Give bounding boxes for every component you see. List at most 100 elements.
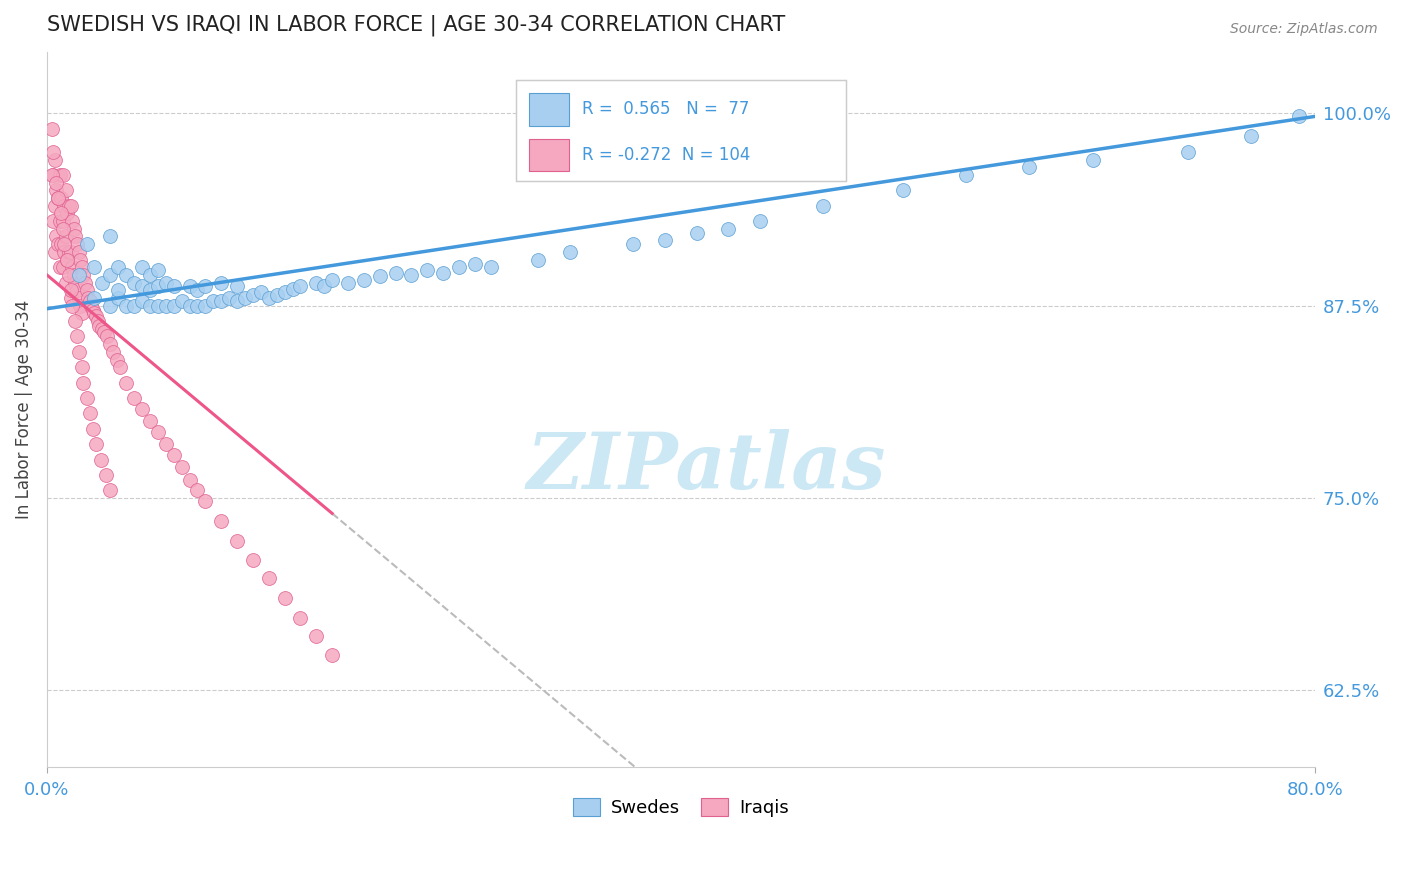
Point xyxy=(654,233,676,247)
Point xyxy=(79,294,101,309)
Point xyxy=(105,352,128,367)
Point xyxy=(209,294,232,309)
Point xyxy=(59,199,82,213)
Point xyxy=(131,294,153,309)
Point xyxy=(84,437,107,451)
Point xyxy=(52,221,75,235)
Point xyxy=(122,391,145,405)
Point xyxy=(368,269,391,284)
Point xyxy=(131,260,153,275)
Point xyxy=(58,268,80,282)
Point xyxy=(55,183,77,197)
Point xyxy=(56,252,79,267)
Point xyxy=(76,391,98,405)
Point xyxy=(41,168,63,182)
Point xyxy=(290,278,312,293)
Point xyxy=(281,282,304,296)
Point xyxy=(77,291,100,305)
Point xyxy=(226,294,249,309)
Point xyxy=(49,206,72,220)
Point xyxy=(179,299,201,313)
Point xyxy=(122,299,145,313)
Point xyxy=(76,237,98,252)
Point xyxy=(305,630,328,644)
Point xyxy=(1018,160,1040,174)
Point xyxy=(72,376,94,390)
Point xyxy=(60,214,83,228)
Point xyxy=(83,260,105,275)
Point xyxy=(163,299,186,313)
Point xyxy=(527,252,550,267)
Point xyxy=(70,306,93,320)
Point xyxy=(266,288,288,302)
Legend: Swedes, Iraqis: Swedes, Iraqis xyxy=(564,789,799,826)
Point xyxy=(66,237,89,252)
Point xyxy=(139,299,162,313)
Point xyxy=(65,229,87,244)
Point xyxy=(1288,110,1310,124)
Point xyxy=(89,318,111,333)
Point xyxy=(891,183,914,197)
Point xyxy=(353,272,375,286)
Point xyxy=(321,648,343,662)
Point xyxy=(42,168,65,182)
Point xyxy=(314,278,336,293)
Point xyxy=(749,214,772,228)
Point xyxy=(305,276,328,290)
Point xyxy=(257,571,280,585)
Point xyxy=(49,191,72,205)
Point xyxy=(70,360,93,375)
Point xyxy=(48,214,70,228)
Point xyxy=(58,199,80,213)
Point xyxy=(685,227,707,241)
Point xyxy=(179,278,201,293)
Point xyxy=(955,168,977,182)
Point xyxy=(115,268,138,282)
Text: ZIPatlas: ZIPatlas xyxy=(526,428,886,505)
Point xyxy=(432,266,454,280)
Point xyxy=(194,494,217,508)
Point xyxy=(48,260,70,275)
Point xyxy=(115,376,138,390)
Point xyxy=(86,314,108,328)
Point xyxy=(53,237,76,252)
Point xyxy=(621,237,644,252)
Point xyxy=(42,214,65,228)
Point xyxy=(46,237,69,252)
Point xyxy=(91,276,114,290)
Point xyxy=(83,306,105,320)
Point xyxy=(63,221,86,235)
Point xyxy=(401,268,423,282)
Point xyxy=(59,291,82,305)
Point xyxy=(98,483,121,498)
Point xyxy=(76,283,98,297)
Point xyxy=(321,272,343,286)
Point xyxy=(66,283,89,297)
Point xyxy=(70,260,93,275)
Point xyxy=(479,260,502,275)
Point xyxy=(67,291,90,305)
Point xyxy=(226,534,249,549)
Point xyxy=(59,244,82,259)
Point xyxy=(1177,145,1199,159)
Point xyxy=(146,425,169,439)
Point xyxy=(209,276,232,290)
Point xyxy=(63,268,86,282)
Point xyxy=(218,291,240,305)
Point xyxy=(58,244,80,259)
Point xyxy=(42,145,65,159)
Point xyxy=(65,276,87,290)
Point xyxy=(146,263,169,277)
Point xyxy=(107,291,129,305)
Point xyxy=(107,283,129,297)
Point xyxy=(79,406,101,420)
Point xyxy=(55,229,77,244)
Point xyxy=(44,199,66,213)
Point xyxy=(84,310,107,324)
Point xyxy=(67,268,90,282)
Point xyxy=(56,206,79,220)
Point xyxy=(53,199,76,213)
Point xyxy=(94,467,117,482)
Point xyxy=(170,294,193,309)
Point xyxy=(90,452,112,467)
